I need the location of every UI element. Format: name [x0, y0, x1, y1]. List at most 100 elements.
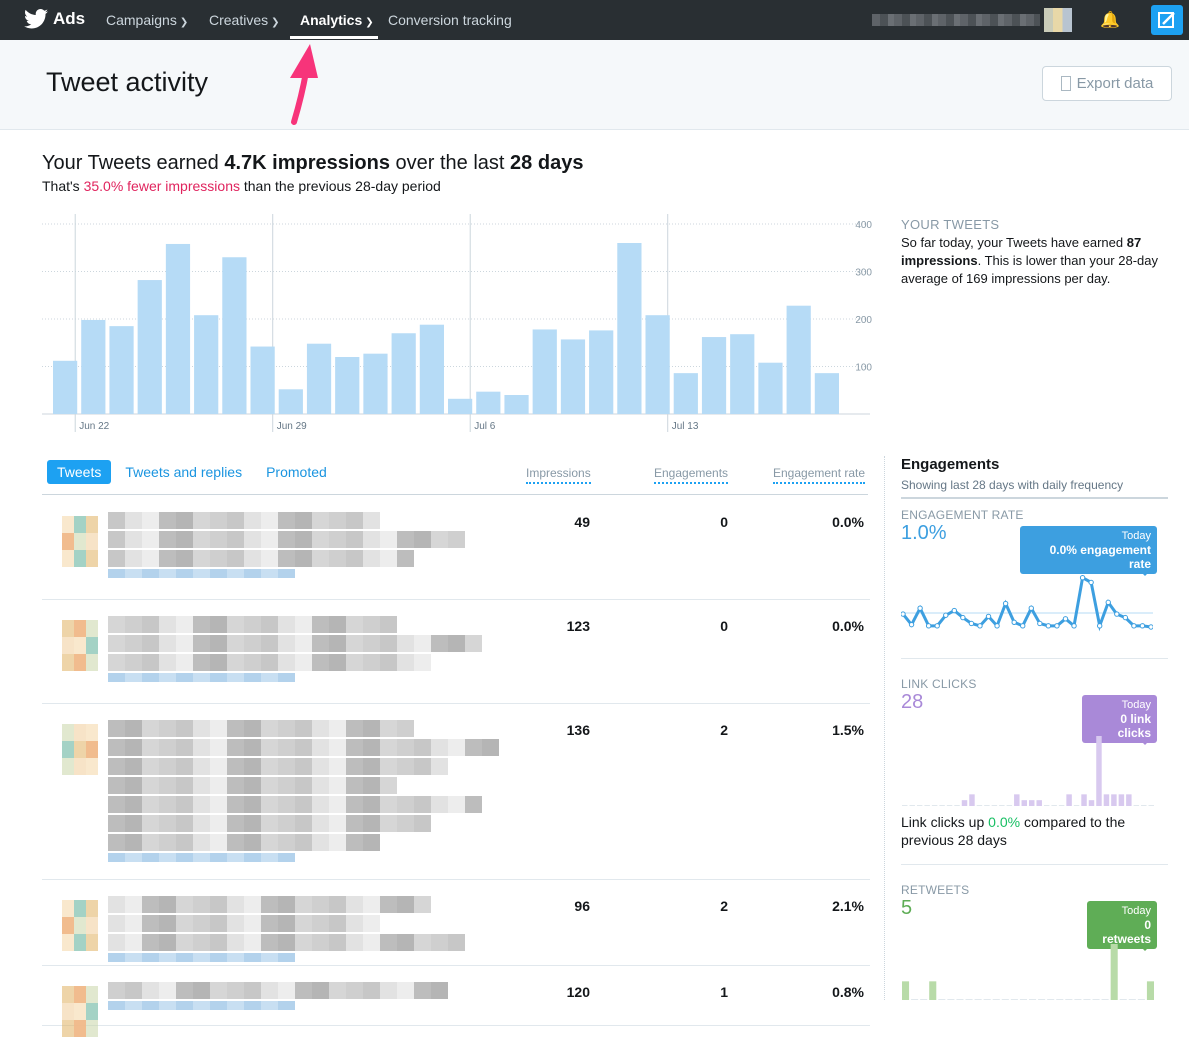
engagement-rate-point[interactable] [1139, 623, 1146, 629]
metric-bar[interactable] [939, 805, 945, 806]
engagement-rate-point[interactable] [1054, 623, 1060, 629]
nav-analytics[interactable]: Analytics ❯ [300, 12, 374, 28]
impressions-bar[interactable] [137, 280, 162, 414]
engagement-rate-point[interactable] [1002, 600, 1009, 607]
metric-bar[interactable] [946, 805, 953, 806]
impressions-bar[interactable] [194, 315, 219, 414]
metric-bar[interactable] [1043, 805, 1050, 806]
tab-promoted[interactable]: Promoted [266, 464, 327, 480]
engagement-rate-point[interactable] [1062, 616, 1069, 622]
metric-bar[interactable] [1096, 736, 1102, 806]
engagement-rate-point[interactable] [1131, 623, 1137, 629]
impressions-bar[interactable] [532, 329, 557, 414]
brand-logo[interactable]: Ads [24, 8, 85, 30]
tab-tweets-and-replies[interactable]: Tweets and replies [125, 464, 243, 480]
impressions-bar[interactable] [645, 315, 670, 414]
engagement-rate-point[interactable] [1071, 623, 1077, 629]
engagement-rate-point[interactable] [968, 620, 975, 627]
table-row[interactable]: 120 1 0.8% [42, 966, 870, 1037]
impressions-bar[interactable] [476, 391, 501, 414]
engagement-rate-point[interactable] [985, 613, 992, 620]
metric-bar[interactable] [909, 805, 915, 806]
metric-bar[interactable] [1133, 805, 1140, 806]
impressions-bar[interactable] [81, 319, 106, 414]
metric-bar[interactable] [1148, 805, 1154, 806]
engagement-rate-point[interactable] [943, 612, 949, 618]
metric-bar[interactable] [984, 805, 990, 806]
metric-bar[interactable] [1058, 805, 1065, 806]
impressions-bar[interactable] [589, 330, 614, 414]
table-row[interactable]: 96 2 2.1% [42, 880, 870, 966]
metric-bar[interactable] [1029, 800, 1035, 806]
metric-bar[interactable] [961, 800, 968, 806]
metric-bar[interactable] [924, 805, 930, 806]
metric-bar[interactable] [1006, 805, 1013, 806]
engagement-rate-point[interactable] [1011, 619, 1017, 626]
metric-bar[interactable] [999, 805, 1005, 806]
impressions-bar[interactable] [673, 373, 698, 414]
engagement-rate-point[interactable] [994, 623, 1000, 629]
engagement-rate-point[interactable] [1045, 623, 1052, 629]
export-data-button[interactable]: Export data [1042, 66, 1172, 101]
impressions-bar[interactable] [560, 339, 586, 414]
impressions-bar[interactable] [109, 326, 134, 414]
metric-bar[interactable] [929, 981, 937, 1000]
engagement-rate-point[interactable] [960, 614, 966, 621]
metric-bar[interactable] [1118, 794, 1125, 806]
metric-bar[interactable] [902, 805, 908, 806]
impressions-bar[interactable] [250, 346, 275, 414]
metric-bar[interactable] [1014, 794, 1020, 806]
metric-bar[interactable] [1141, 805, 1147, 806]
metric-bar[interactable] [1111, 794, 1117, 806]
metric-bar[interactable] [969, 794, 975, 806]
engagement-rate-point[interactable] [917, 605, 923, 611]
engagement-rate-point[interactable] [1114, 611, 1120, 617]
metric-bar[interactable] [1073, 805, 1080, 806]
metric-bar[interactable] [916, 805, 923, 806]
engagement-rate-point[interactable] [925, 623, 932, 629]
metric-bar[interactable] [991, 805, 998, 806]
impressions-bar[interactable] [419, 324, 444, 414]
metric-bar[interactable] [1036, 800, 1042, 806]
nav-campaigns[interactable]: Campaigns ❯ [106, 12, 188, 28]
engagement-rate-point[interactable] [908, 621, 915, 628]
engagement-rate-point[interactable] [1028, 605, 1034, 611]
column-engagements[interactable]: Engagements [654, 466, 729, 484]
engagement-rate-point[interactable] [951, 607, 958, 614]
metric-bar[interactable] [1110, 944, 1118, 1000]
engagement-rate-point[interactable] [1105, 599, 1111, 606]
metric-bar[interactable] [1051, 805, 1057, 806]
impressions-bar[interactable] [701, 337, 727, 414]
metric-bar[interactable] [931, 805, 938, 806]
engagement-rate-point[interactable] [1088, 579, 1094, 586]
engagement-rate-point[interactable] [1148, 624, 1153, 630]
column-engagement-rate[interactable]: Engagement rate [773, 466, 866, 484]
engagement-rate-point[interactable] [1122, 614, 1129, 621]
compose-button[interactable] [1151, 5, 1183, 35]
table-row[interactable]: 136 2 1.5% [42, 704, 870, 880]
metric-bar[interactable] [1088, 800, 1095, 806]
metric-bar[interactable] [1021, 800, 1027, 806]
table-row[interactable]: 49 0 0.0% [42, 496, 870, 600]
impressions-bar[interactable] [306, 343, 332, 414]
metric-bar[interactable] [1081, 794, 1087, 806]
metric-bar[interactable] [1126, 794, 1132, 806]
avatar[interactable] [1044, 8, 1072, 32]
impressions-bar[interactable] [730, 334, 755, 414]
impressions-bar[interactable] [278, 389, 303, 414]
metric-bar[interactable] [954, 805, 960, 806]
engagement-rate-point[interactable] [1096, 623, 1103, 629]
metric-bar[interactable] [1066, 794, 1072, 806]
bell-icon[interactable]: 🔔 [1100, 12, 1120, 29]
account-name-redacted[interactable] [872, 14, 1040, 26]
impressions-bar[interactable] [335, 357, 360, 414]
impressions-bar[interactable] [758, 362, 783, 414]
table-row[interactable]: 123 0 0.0% [42, 600, 870, 704]
metric-bar[interactable] [976, 805, 983, 806]
impressions-bar[interactable] [504, 395, 529, 414]
engagement-rate-point[interactable] [1079, 574, 1086, 581]
metric-bar[interactable] [1146, 981, 1154, 1000]
tab-tweets[interactable]: Tweets [47, 460, 112, 484]
metric-bar[interactable] [1103, 794, 1110, 806]
impressions-bar[interactable] [391, 333, 416, 414]
